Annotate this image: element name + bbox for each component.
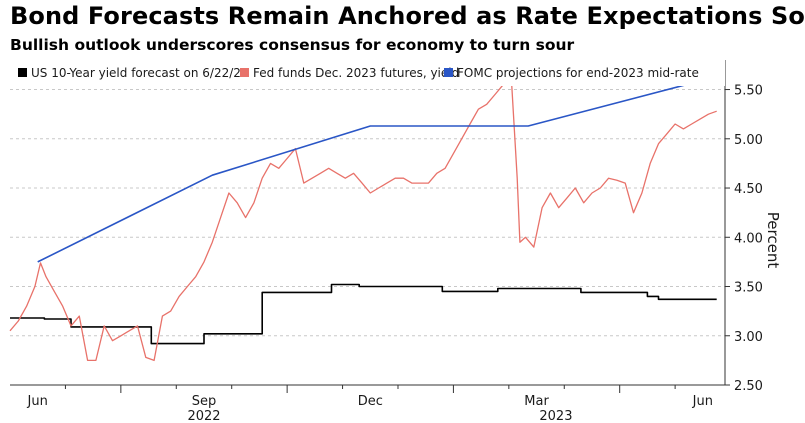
series-10y-forecast-line bbox=[10, 283, 717, 345]
x-year-label-2023: 2023 bbox=[539, 409, 572, 423]
y-axis-title: Percent bbox=[764, 212, 782, 269]
y-tick-label-2.50: 2.50 bbox=[734, 379, 763, 394]
legend-item-fed-funds-futures: Fed funds Dec. 2023 futures, yield bbox=[240, 66, 459, 80]
legend: US 10-Year yield forecast on 6/22/23 Fed … bbox=[10, 60, 725, 86]
legend-item-10y-forecast-label: US 10-Year yield forecast on 6/22/23 bbox=[31, 66, 249, 80]
x-tick-label-4: Jun bbox=[692, 394, 713, 409]
y-tick-label-5.00: 5.00 bbox=[734, 133, 763, 148]
legend-item-fomc-projections-swatch bbox=[444, 68, 453, 77]
series-fed-funds-futures-line bbox=[9, 82, 717, 362]
x-tick-label-0: Jun bbox=[27, 394, 48, 409]
legend-item-10y-forecast-swatch bbox=[18, 68, 27, 77]
series-fomc-projections-line bbox=[37, 75, 717, 263]
series bbox=[9, 75, 717, 362]
legend-background bbox=[10, 60, 725, 86]
gridlines bbox=[10, 89, 725, 386]
y-tick-label-5.50: 5.50 bbox=[734, 84, 763, 99]
chart-subtitle: Bullish outlook underscores consensus fo… bbox=[10, 36, 575, 54]
legend-item-fomc-projections-label: FOMC projections for end-2023 mid-rate bbox=[457, 66, 699, 80]
y-tick-label-4.50: 4.50 bbox=[734, 182, 763, 197]
x-tick-label-3: Mar bbox=[524, 394, 549, 409]
y-tick-label-3.50: 3.50 bbox=[734, 281, 763, 296]
y-tick-label-4.00: 4.00 bbox=[734, 231, 763, 246]
x-tick-label-2: Dec bbox=[358, 394, 383, 409]
axes: 2.50 3.00 3.50 4.00 4.50 5.00 5.50 Jun Sep Dec Mar… bbox=[10, 60, 763, 423]
legend-item-10y-forecast: US 10-Year yield forecast on 6/22/23 bbox=[18, 66, 249, 80]
legend-item-fed-funds-futures-label: Fed funds Dec. 2023 futures, yield bbox=[253, 66, 459, 80]
chart-title: Bond Forecasts Remain Anchored as Rate E… bbox=[10, 2, 805, 30]
legend-item-fomc-projections: FOMC projections for end-2023 mid-rate bbox=[444, 66, 699, 80]
x-tick-label-1: Sep bbox=[192, 394, 217, 409]
y-tick-label-3.00: 3.00 bbox=[734, 330, 763, 345]
x-year-label-2022: 2022 bbox=[187, 409, 220, 423]
legend-item-fed-funds-futures-swatch bbox=[240, 68, 249, 77]
